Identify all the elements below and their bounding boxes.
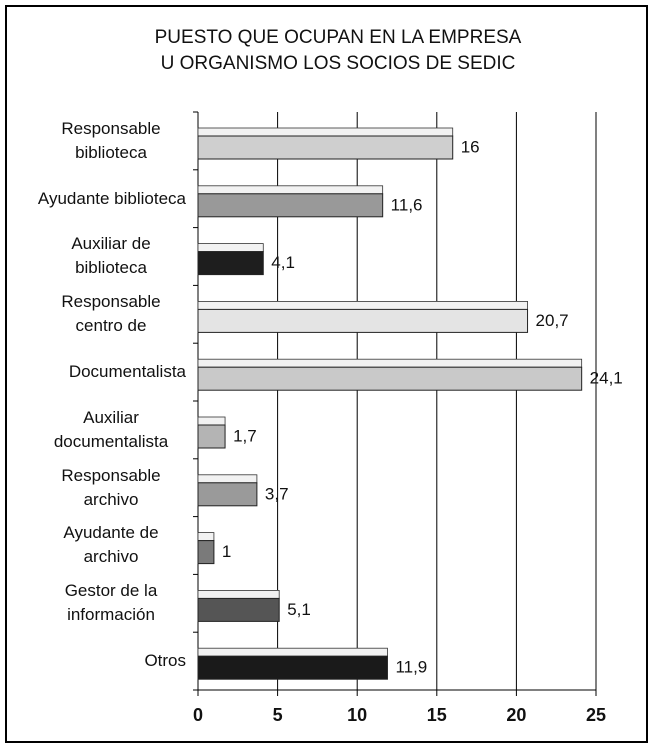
category-text: Documentalista: [68, 362, 186, 382]
category-text: Responsable centro de: [61, 292, 161, 336]
x-tick-label: 0: [193, 705, 203, 725]
y-tick-label: Responsable biblioteca: [36, 112, 186, 170]
category-text: Ayudante biblioteca: [37, 188, 186, 208]
bar-top: [197, 416, 226, 426]
x-tick-label: 15: [427, 705, 447, 725]
x-tick-label: 25: [586, 705, 606, 725]
y-tick-label: Auxiliar de biblioteca: [36, 228, 186, 286]
bar: [197, 482, 258, 507]
bar: [197, 308, 529, 333]
bar: [197, 366, 583, 391]
bar: [197, 540, 215, 565]
value-label: 3,7: [265, 484, 289, 503]
chart-title: PUESTO QUE OCUPAN EN LA EMPRESA: [155, 27, 522, 48]
y-tick-label: Responsable centro de: [36, 285, 186, 343]
category-text: Auxiliar de biblioteca: [71, 234, 151, 278]
value-label: 4,1: [271, 253, 295, 272]
y-tick-label: Documentalista: [36, 343, 186, 401]
x-tick-label: 20: [506, 705, 526, 725]
bar-top: [197, 532, 215, 541]
chart-title: U ORGANISMO LOS SOCIOS DE SEDIC: [161, 53, 516, 74]
category-text: Responsable biblioteca: [61, 118, 161, 162]
y-tick-label: Auxiliar documentalista: [36, 401, 186, 459]
bar-top: [197, 300, 528, 310]
x-tick-label: 10: [347, 705, 367, 725]
category-text: Otros: [144, 651, 186, 671]
x-tick-label: 5: [273, 705, 283, 725]
bar-top: [197, 243, 264, 253]
frame: [5, 5, 648, 743]
category-text: Responsable archivo: [61, 465, 161, 509]
bar: [197, 193, 384, 218]
value-label: 11,6: [391, 195, 423, 214]
y-tick-label: Gestor de la información: [36, 574, 186, 632]
y-tick-label: Otros: [36, 632, 186, 690]
value-label: 16: [461, 137, 480, 156]
category-text: Ayudante de archivo: [63, 523, 159, 567]
bar: [197, 655, 388, 680]
bar: [197, 424, 226, 449]
value-label: 1: [222, 542, 231, 561]
bar-top: [197, 647, 388, 657]
category-text: Auxiliar documentalista: [53, 407, 169, 451]
value-label: 1,7: [233, 426, 257, 445]
bar: [197, 251, 264, 276]
value-label: 24,1: [590, 369, 623, 388]
bar-top: [197, 590, 280, 599]
value-label: 11,9: [395, 658, 427, 677]
y-tick-label: Ayudante biblioteca: [36, 170, 186, 228]
y-tick-label: Responsable archivo: [36, 459, 186, 517]
value-label: 20,7: [536, 311, 569, 330]
bar-top: [197, 185, 384, 195]
category-text: Gestor de la información: [64, 581, 158, 625]
bar: [197, 597, 280, 622]
y-tick-label: Ayudante de archivo: [36, 517, 186, 575]
bar: [197, 135, 454, 160]
bar-top: [197, 358, 583, 368]
bar-top: [197, 474, 258, 484]
bar-top: [197, 127, 454, 137]
value-label: 5,1: [287, 600, 311, 619]
